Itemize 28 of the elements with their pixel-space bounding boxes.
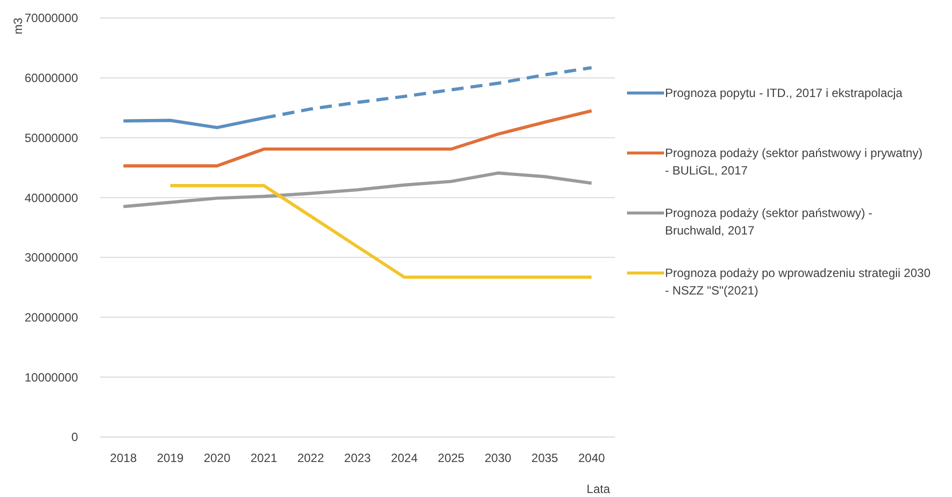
line-series <box>168 184 594 279</box>
x-tick-label: 2030 <box>484 451 512 465</box>
legend-label: Prognoza popytu - ITD., 2017 i ekstrapolacja <box>665 86 903 100</box>
y-axis-title: m3 <box>11 17 25 34</box>
x-tick-label: 2035 <box>531 451 558 465</box>
y-tick-label: 0 <box>71 430 78 444</box>
y-tick-label: 30000000 <box>24 250 78 265</box>
y-tick-label: 60000000 <box>24 71 78 86</box>
x-axis-title: Lata <box>586 482 610 496</box>
x-tick-label: 2024 <box>390 451 418 465</box>
x-tick-label: 2025 <box>438 451 465 465</box>
x-tick-label: 2020 <box>204 451 231 465</box>
legend-label: Prognoza podaży (sektor państwowy) - Bruchwald, 2017 <box>665 206 872 238</box>
x-tick-label: 2040 <box>578 451 606 465</box>
y-tick-label: 20000000 <box>24 310 78 324</box>
y-tick-label: 50000000 <box>24 130 78 145</box>
y-tick-label: 70000000 <box>24 11 78 26</box>
y-tick-label: 40000000 <box>24 190 78 205</box>
y-tick-label: 10000000 <box>24 370 78 384</box>
x-tick-label: 2021 <box>250 451 278 465</box>
line-series <box>122 109 594 168</box>
x-tick-label: 2018 <box>110 451 138 465</box>
x-tick-label: 2023 <box>344 451 372 465</box>
legend-label: Prognoza podaży po wprowadzeniu strategii 2030 - NSZZ "S"(2021) <box>665 266 931 298</box>
legend-label: Prognoza podaży (sektor państwowy i prywatny) - BULiGL, 2017 <box>665 146 922 178</box>
line-series <box>122 171 594 208</box>
x-tick-label: 2022 <box>297 451 324 465</box>
x-tick-label: 2019 <box>156 451 184 465</box>
